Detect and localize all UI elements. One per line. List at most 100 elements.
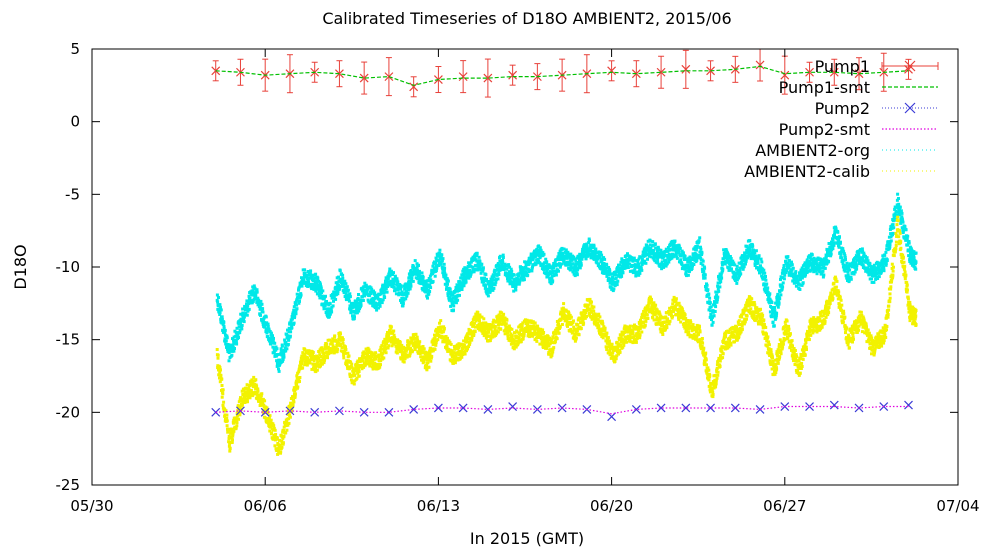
data-point — [908, 256, 912, 260]
data-point — [409, 269, 413, 272]
data-point — [372, 289, 375, 293]
data-point — [496, 330, 500, 334]
data-point — [389, 279, 393, 283]
data-point — [699, 247, 703, 251]
data-point — [533, 321, 537, 325]
data-point — [570, 258, 574, 262]
data-point — [727, 256, 731, 260]
data-point — [412, 265, 415, 269]
data-point — [425, 363, 428, 367]
data-point — [446, 282, 449, 286]
data-point — [280, 349, 284, 353]
data-point — [878, 263, 882, 267]
data-point — [403, 293, 407, 297]
data-point — [849, 277, 853, 281]
data-point — [538, 246, 542, 250]
data-point — [230, 427, 234, 431]
data-point — [511, 341, 514, 345]
data-point — [226, 343, 230, 346]
data-point — [440, 253, 444, 257]
data-point — [395, 351, 399, 355]
data-point — [518, 278, 522, 282]
data-point — [351, 305, 355, 309]
data-point — [835, 235, 839, 239]
data-point — [462, 284, 466, 288]
data-point — [502, 320, 506, 323]
data-point — [628, 269, 632, 273]
data-point — [386, 276, 390, 280]
data-point — [806, 266, 810, 270]
data-point — [338, 269, 342, 273]
data-point — [513, 331, 516, 335]
data-point — [437, 330, 441, 334]
data-point — [451, 296, 455, 300]
data-point — [401, 301, 405, 305]
data-point — [517, 338, 521, 342]
data-point — [680, 267, 684, 271]
data-point — [427, 292, 431, 296]
data-point — [462, 339, 466, 343]
data-point — [818, 270, 822, 274]
data-point — [227, 434, 231, 438]
data-point — [530, 269, 534, 273]
data-point — [611, 275, 615, 279]
data-point — [808, 259, 812, 263]
data-point — [520, 276, 524, 280]
data-point — [914, 267, 918, 271]
data-point — [771, 311, 775, 315]
data-point — [551, 279, 555, 283]
data-point — [796, 274, 800, 278]
data-point — [732, 261, 736, 265]
data-point — [554, 273, 558, 277]
data-point — [355, 376, 359, 380]
data-point — [453, 347, 457, 351]
data-point — [473, 330, 477, 334]
data-point — [866, 259, 870, 263]
data-point — [298, 380, 301, 383]
data-point — [385, 342, 388, 346]
data-point — [347, 354, 351, 358]
data-point — [251, 289, 255, 293]
data-point — [307, 276, 311, 280]
data-point — [421, 345, 425, 348]
data-point — [379, 363, 382, 367]
data-point — [257, 393, 261, 397]
data-point — [615, 283, 619, 287]
data-point — [653, 255, 657, 259]
data-point — [909, 261, 913, 265]
data-point — [514, 282, 518, 286]
data-point — [531, 334, 535, 338]
data-point — [309, 358, 313, 361]
data-point — [301, 366, 305, 370]
data-point — [350, 362, 354, 366]
data-point — [647, 254, 651, 258]
data-point — [315, 287, 319, 291]
data-point — [416, 277, 420, 281]
data-point — [474, 317, 478, 321]
data-point — [227, 444, 231, 448]
data-point — [259, 313, 262, 317]
data-point — [501, 314, 505, 318]
data-point — [679, 258, 683, 262]
data-point — [420, 271, 424, 275]
data-point — [447, 339, 451, 343]
data-point — [669, 243, 673, 247]
data-point — [891, 223, 895, 227]
data-point — [467, 345, 471, 349]
data-point — [466, 340, 470, 344]
data-point — [512, 273, 516, 277]
data-point — [288, 415, 292, 419]
data-point — [223, 328, 227, 332]
data-point — [218, 376, 221, 380]
data-point — [406, 291, 410, 295]
data-point — [246, 396, 250, 400]
data-point — [300, 284, 304, 288]
data-point — [525, 271, 529, 275]
data-point — [630, 263, 634, 267]
data-point — [472, 324, 475, 328]
data-point — [377, 359, 381, 363]
data-point — [884, 259, 888, 263]
data-point — [472, 270, 476, 274]
data-point — [688, 255, 692, 259]
data-point — [323, 357, 327, 361]
